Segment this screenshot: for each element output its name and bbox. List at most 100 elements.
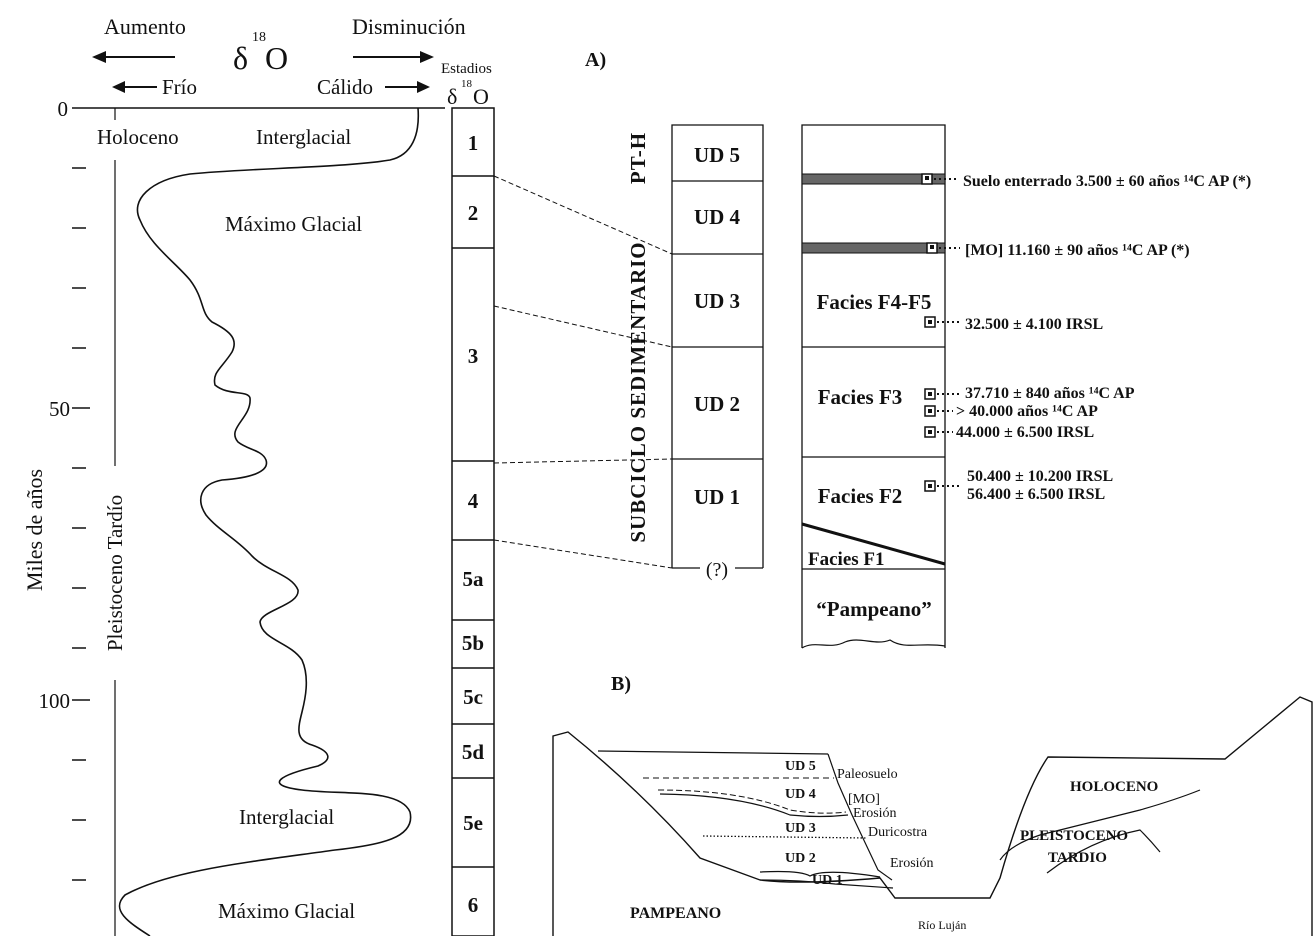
facies-f1-discordance <box>801 522 946 566</box>
delta-superscript: 18 <box>252 30 266 45</box>
header: Aumento δ 18 O Disminución Frío Cálido E… <box>92 14 631 695</box>
duricostra-label: Duricostra <box>868 825 928 840</box>
facies-column: Facies F4-F5 Facies F3 Facies F2 Facies … <box>801 124 1251 649</box>
disminucion-arrowhead-icon <box>420 51 434 63</box>
erosion-lower-label: Erosión <box>890 856 934 871</box>
stage-label: 4 <box>468 489 479 513</box>
pleistoceno-section-label: PLEISTOCENO <box>1020 828 1128 844</box>
axis-title: Miles de años <box>22 469 47 591</box>
correlation-lines <box>493 175 673 569</box>
facies-f4-f5-label: Facies F4-F5 <box>817 290 932 314</box>
pampeano-label: “Pampeano” <box>816 597 932 621</box>
aumento-arrowhead-icon <box>92 51 106 63</box>
stage-label: 5b <box>462 631 484 655</box>
correlation-line <box>493 539 673 569</box>
panel-a-label: A) <box>585 49 606 71</box>
organic-matter-line <box>657 789 847 814</box>
section-ud5: UD 5 <box>785 759 816 774</box>
holoceno-label: Holoceno <box>97 125 179 149</box>
stages-column: 1 2 3 4 5a 5b 5c 5d 5e 6 <box>451 107 495 936</box>
section-ud1: UD 1 <box>812 873 843 888</box>
correlation-line <box>493 305 673 348</box>
ud-label: UD 4 <box>694 205 741 229</box>
ud2-base <box>759 870 881 878</box>
subciclo-label: SUBCICLO SEDIMENTARIO <box>626 241 650 542</box>
sample-marker-dot-icon <box>928 484 932 488</box>
stage-label: 2 <box>468 201 479 225</box>
interglacial-bottom-label: Interglacial <box>239 805 334 829</box>
panel-b-label: B) <box>611 673 631 695</box>
facies-frame <box>801 124 946 648</box>
delta-symbol: δ <box>233 40 248 76</box>
facies-base-irregular <box>801 639 946 649</box>
mo-label: [MO] <box>848 792 880 807</box>
stages-frame <box>451 107 495 936</box>
terrace-scarp <box>827 753 893 881</box>
calido-label: Cálido <box>317 75 373 99</box>
date-label: 50.400 ± 10.200 IRSL <box>967 468 1113 485</box>
date-label: 37.710 ± 840 años ¹⁴C AP <box>965 385 1135 402</box>
erosion-surface-upper <box>659 793 849 818</box>
date-label: 44.000 ± 6.500 IRSL <box>956 424 1094 441</box>
sample-marker-dot-icon <box>928 430 932 434</box>
stage-label: 5c <box>463 685 483 709</box>
stage-label: 5a <box>463 567 485 591</box>
date-label: 32.500 ± 4.100 IRSL <box>965 316 1103 333</box>
oxygen-isotope-curve <box>118 107 420 936</box>
date-label: Suelo enterrado 3.500 ± 60 años ¹⁴C AP (… <box>963 173 1251 190</box>
tick-label-100: 100 <box>39 689 71 713</box>
delta-oxygen: O <box>265 40 288 76</box>
rio-lujan-label: Río Luján <box>918 918 966 932</box>
section-profile <box>552 696 1313 936</box>
organic-matter-band <box>801 242 946 254</box>
holoceno-section-label: HOLOCENO <box>1070 779 1158 795</box>
ud-label: UD 1 <box>694 485 740 509</box>
tick-label-0: 0 <box>58 97 69 121</box>
sample-marker-dot-icon <box>928 409 932 413</box>
facies-f1-label: Facies F1 <box>808 549 885 570</box>
stage-label: 6 <box>468 893 479 917</box>
frio-label: Frío <box>162 75 197 99</box>
section-ud2: UD 2 <box>785 851 816 866</box>
correlation-line <box>493 175 673 255</box>
holoceno-base <box>999 789 1201 861</box>
estadios-label: Estadios <box>441 61 492 77</box>
paleosuelo-label: Paleosuelo <box>837 767 898 782</box>
cross-section: UD 5 Paleosuelo UD 4 [MO] Erosión UD 3 D… <box>552 696 1313 936</box>
estadios-superscript: 18 <box>461 78 473 90</box>
stage-label: 5e <box>463 811 483 835</box>
section-ud3: UD 3 <box>785 821 816 836</box>
aumento-label: Aumento <box>104 14 186 39</box>
estadios-delta: δ <box>447 84 457 109</box>
isotope-curve-panel: Holoceno Pleistoceno Tardío Interglacial… <box>97 107 420 936</box>
date-label: > 40.000 años ¹⁴C AP <box>956 403 1098 420</box>
age-axis: 0 50 100 Miles de años <box>22 97 445 881</box>
sample-marker-dot-icon <box>930 245 934 249</box>
erosion-upper-label: Erosión <box>853 806 897 821</box>
facies-f2-label: Facies F2 <box>818 484 903 508</box>
ud-base-uncertain: (?) <box>706 559 728 581</box>
pleistoceno-base <box>1046 829 1161 874</box>
frio-arrowhead-icon <box>112 81 125 93</box>
ud-label: UD 3 <box>694 289 740 313</box>
tardio-section-label: TARDIO <box>1048 850 1107 866</box>
interglacial-top-label: Interglacial <box>256 125 351 149</box>
pt-h-label: PT-H <box>626 132 650 184</box>
facies-f3-label: Facies F3 <box>818 385 903 409</box>
terrace-surface <box>597 750 829 755</box>
ud-column: SUBCICLO SEDIMENTARIO PT-H UD 5 UD 4 UD … <box>626 124 764 581</box>
duricrust-line <box>702 835 867 839</box>
maximo-glacial-top-label: Máximo Glacial <box>225 212 362 236</box>
date-leaders <box>934 178 962 487</box>
maximo-glacial-bottom-label: Máximo Glacial <box>218 899 355 923</box>
tick-label-50: 50 <box>49 397 70 421</box>
disminucion-label: Disminución <box>352 14 466 39</box>
ud-label: UD 2 <box>694 392 740 416</box>
section-ud4: UD 4 <box>785 787 816 802</box>
calido-arrowhead-icon <box>417 81 430 93</box>
stage-label: 5d <box>462 740 485 764</box>
estadios-oxygen: O <box>473 84 489 109</box>
stage-label: 1 <box>468 131 479 155</box>
pleistoceno-label: Pleistoceno Tardío <box>103 495 127 651</box>
